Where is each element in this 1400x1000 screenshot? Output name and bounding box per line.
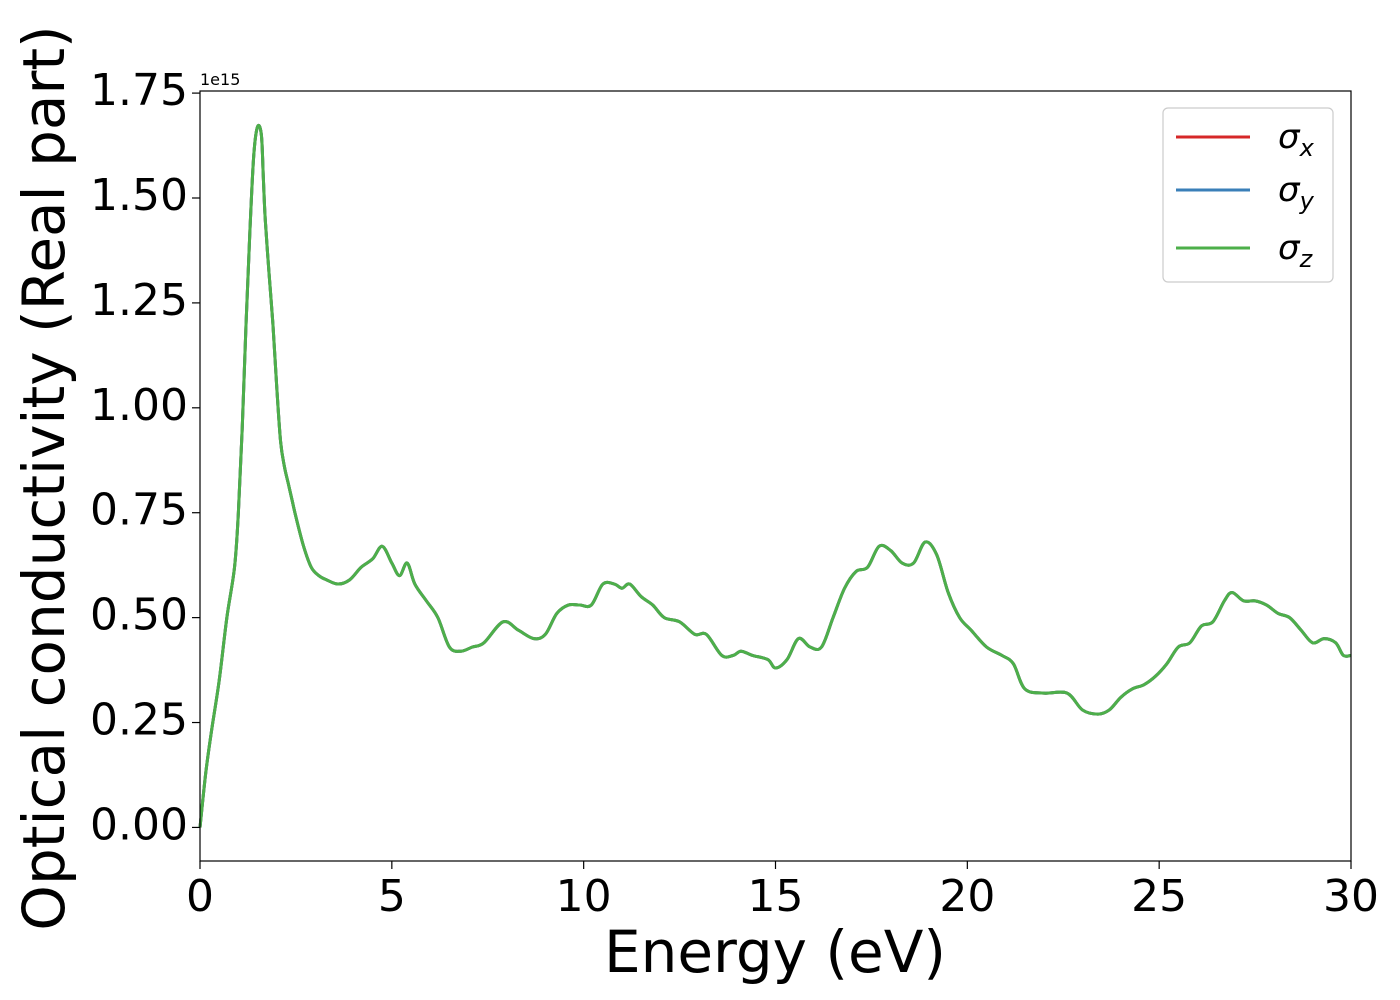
y-tick-label: 1.00 [90, 380, 188, 431]
legend: σx σy σz [1162, 107, 1334, 283]
x-axis-label: Energy (eV) [604, 918, 946, 986]
series-layer [198, 123, 1352, 828]
y-tick-label: 0.75 [90, 485, 188, 536]
x-tick-label: 10 [556, 871, 612, 922]
y-offset-label: 1e15 [200, 70, 240, 89]
legend-label-sigma-x: σx [1278, 117, 1315, 162]
y-axis-label: Optical conductivity (Real part) [10, 25, 78, 930]
legend-label-sigma-z: σz [1278, 228, 1314, 273]
x-tick-label: 15 [748, 871, 804, 922]
x-tick-label: 0 [186, 871, 214, 922]
y-axis-ticks: 0.00 0.25 0.50 0.75 1.00 1.25 1.50 1.75 [90, 65, 200, 850]
series-line-sigma-z [198, 123, 1352, 828]
y-tick-label: 1.75 [90, 65, 188, 116]
y-tick-label: 1.50 [90, 170, 188, 221]
legend-label-sigma-y: σy [1278, 170, 1315, 215]
y-tick-label: 0.25 [90, 695, 188, 746]
x-tick-label: 30 [1323, 871, 1379, 922]
y-tick-label: 0.50 [90, 590, 188, 641]
x-tick-label: 5 [378, 871, 406, 922]
y-tick-label: 0.00 [90, 799, 188, 850]
legend-box [1162, 107, 1334, 283]
y-tick-label: 1.25 [90, 275, 188, 326]
x-tick-label: 20 [939, 871, 995, 922]
x-axis-ticks: 0 5 10 15 20 25 30 [186, 861, 1379, 922]
plot-area [200, 91, 1351, 861]
x-tick-label: 25 [1131, 871, 1187, 922]
